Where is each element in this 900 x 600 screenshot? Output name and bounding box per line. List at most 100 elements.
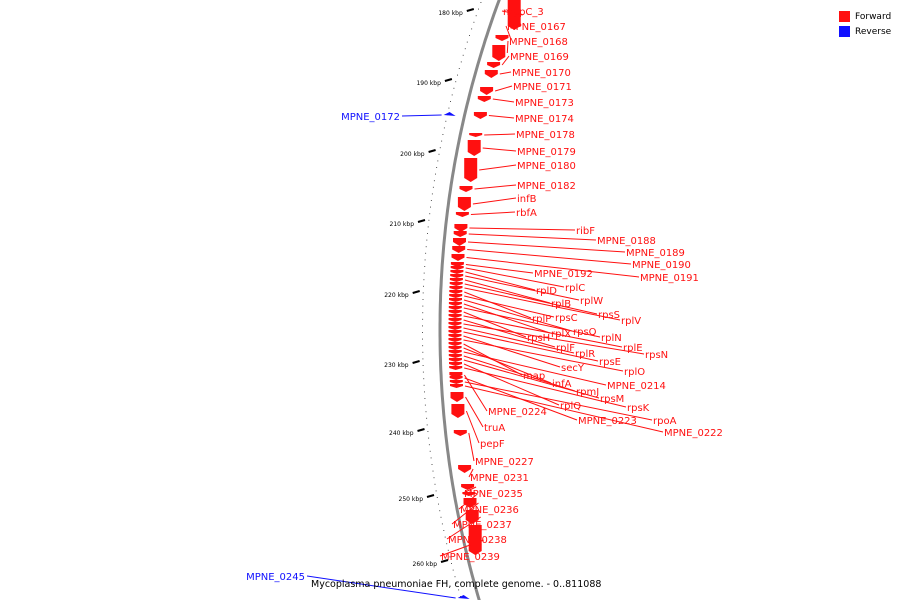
- gene-label-mgpc_3[interactable]: mgpC_3: [503, 7, 544, 18]
- gene-label-mpne_0224[interactable]: MPNE_0224: [488, 407, 547, 418]
- minor-tick: [424, 266, 426, 267]
- gene-label-mpne_0245[interactable]: MPNE_0245: [246, 572, 305, 583]
- minor-tick: [455, 81, 457, 83]
- gene-label-pepf[interactable]: pepF: [480, 439, 505, 450]
- gene-label-rplw[interactable]: rplW: [580, 296, 603, 307]
- gene-block-rpsc: [449, 294, 463, 298]
- minor-tick: [464, 48, 466, 50]
- minor-tick: [426, 239, 428, 241]
- gene-label-mpne_0189[interactable]: MPNE_0189: [626, 248, 685, 259]
- gene-label-mpne_0182[interactable]: MPNE_0182: [517, 181, 576, 192]
- gene-label-rpsn[interactable]: rpsN: [645, 350, 668, 361]
- gene-block-rplb: [449, 278, 463, 282]
- leader-line: [462, 486, 477, 494]
- gene-label-mpne_0236[interactable]: MPNE_0236: [460, 505, 519, 516]
- gene-label-mpne_0173[interactable]: MPNE_0173: [515, 98, 574, 109]
- gene-label-mpne_0237[interactable]: MPNE_0237: [453, 520, 512, 531]
- axis-tick-label: 220 kbp: [384, 292, 409, 299]
- gene-label-rplr[interactable]: rplR: [575, 349, 595, 360]
- gene-label-mpne_0171[interactable]: MPNE_0171: [513, 82, 572, 93]
- axis-tick-label: 240 kbp: [389, 430, 414, 437]
- gene-label-rplq[interactable]: rplQ: [560, 401, 581, 412]
- gene-label-mpne_0172[interactable]: MPNE_0172: [341, 112, 400, 123]
- gene-label-mpne_0170[interactable]: MPNE_0170: [512, 68, 571, 79]
- minor-tick: [450, 101, 451, 102]
- minor-tick: [425, 252, 427, 254]
- gene-label-rpss[interactable]: rpsS: [598, 310, 620, 321]
- gene-label-mpne_0178[interactable]: MPNE_0178: [516, 130, 575, 141]
- minor-tick: [437, 160, 439, 162]
- gene-label-mpne_0174[interactable]: MPNE_0174: [515, 114, 574, 125]
- gene-label-rplx[interactable]: rplX: [551, 329, 571, 340]
- gene-block-mpne_0172: [443, 112, 456, 116]
- gene-label-rpsm[interactable]: rpsM: [600, 394, 624, 405]
- gene-label-rplf[interactable]: rplF: [556, 343, 575, 354]
- gene-label-rpoa[interactable]: rpoA: [653, 416, 677, 427]
- gene-label-mpne_0223[interactable]: MPNE_0223: [578, 416, 637, 427]
- gene-label-rplb[interactable]: rplB: [551, 299, 571, 310]
- gene-label-secy[interactable]: secY: [561, 363, 585, 374]
- gene-label-mpne_0239[interactable]: MPNE_0239: [441, 552, 500, 563]
- gene-label-infa[interactable]: infA: [552, 379, 572, 390]
- gene-label-rplo[interactable]: rplO: [624, 367, 645, 378]
- gene-block-rpln: [448, 306, 462, 310]
- gene-label-rbfa[interactable]: rbfA: [516, 208, 537, 219]
- gene-label-rpmj[interactable]: rpmJ: [576, 387, 599, 398]
- minor-tick: [441, 523, 443, 525]
- leader-line: [505, 25, 511, 39]
- minor-tick: [453, 87, 455, 89]
- gene-label-mpne_0179[interactable]: MPNE_0179: [517, 147, 576, 158]
- minor-tick: [445, 120, 447, 122]
- minor-tick: [469, 35, 470, 36]
- gene-label-mpne_0235[interactable]: MPNE_0235: [464, 489, 523, 500]
- leader-line: [470, 211, 516, 215]
- gene-label-rpsq[interactable]: rpsQ: [573, 327, 597, 338]
- minor-tick: [442, 134, 444, 135]
- gene-label-mpne_0169[interactable]: MPNE_0169: [510, 52, 569, 63]
- gene-label-mpne_0227[interactable]: MPNE_0227: [475, 457, 534, 468]
- leader-line: [469, 227, 576, 231]
- gene-label-mpne_0190[interactable]: MPNE_0190: [632, 260, 691, 271]
- gene-label-rpsh[interactable]: rpsH: [527, 333, 550, 344]
- major-tick: [440, 559, 449, 563]
- gene-label-mpne_0231[interactable]: MPNE_0231: [470, 473, 529, 484]
- minor-tick: [452, 569, 454, 571]
- gene-label-mpne_0238[interactable]: MPNE_0238: [448, 535, 507, 546]
- axis-tick-label: 200 kbp: [400, 151, 425, 158]
- gene-label-mpne_0214[interactable]: MPNE_0214: [607, 381, 666, 392]
- gene-label-mpne_0168[interactable]: MPNE_0168: [509, 37, 568, 48]
- minor-tick: [422, 318, 424, 320]
- gene-block-rplv: [449, 286, 463, 290]
- gene-label-rplp[interactable]: rplP: [532, 314, 551, 325]
- gene-label-rpsk[interactable]: rpsK: [627, 403, 650, 414]
- gene-label-mpne_0167[interactable]: MPNE_0167: [507, 22, 566, 33]
- minor-tick: [460, 596, 461, 597]
- gene-label-mpne_0191[interactable]: MPNE_0191: [640, 273, 699, 284]
- leader-line: [463, 347, 552, 384]
- gene-label-rpsc[interactable]: rpsC: [555, 313, 578, 324]
- gene-block-mpne_0227: [453, 430, 467, 436]
- gene-label-mpne_0222[interactable]: MPNE_0222: [664, 428, 723, 439]
- gene-label-infb[interactable]: infB: [517, 194, 537, 205]
- minor-tick: [430, 457, 432, 459]
- gene-label-trua[interactable]: truA: [484, 423, 505, 434]
- gene-label-rpld[interactable]: rplD: [536, 286, 557, 297]
- gene-label-map[interactable]: map: [523, 371, 545, 382]
- minor-tick: [478, 8, 479, 10]
- leader-line: [468, 432, 475, 462]
- gene-label-rpln[interactable]: rplN: [601, 333, 622, 344]
- gene-label-rpse[interactable]: rpsE: [599, 357, 621, 368]
- gene-label-rplc[interactable]: rplC: [565, 283, 585, 294]
- gene-label-mpne_0188[interactable]: MPNE_0188: [597, 236, 656, 247]
- gene-label-mpne_0180[interactable]: MPNE_0180: [517, 161, 576, 172]
- gene-block-mpne_0173: [477, 96, 491, 102]
- gene-label-mpne_0192[interactable]: MPNE_0192: [534, 269, 593, 280]
- gene-label-rple[interactable]: rplE: [623, 343, 643, 354]
- minor-tick: [444, 536, 446, 538]
- gene-block-mpne_0188: [453, 231, 467, 237]
- gene-block-mpne_0171: [480, 87, 494, 95]
- gene-label-rplv[interactable]: rplV: [621, 316, 641, 327]
- gene-block-mpne_0189: [453, 238, 466, 246]
- gene-label-ribf[interactable]: ribF: [576, 226, 595, 237]
- leader-line: [472, 197, 517, 205]
